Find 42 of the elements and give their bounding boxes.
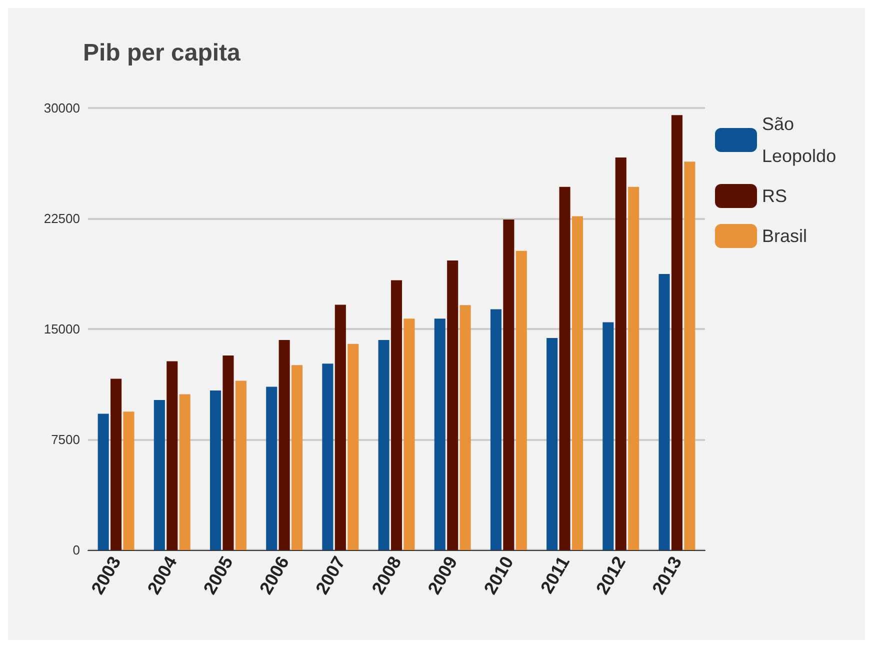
bar xyxy=(684,162,696,550)
bar xyxy=(490,309,502,550)
bar xyxy=(98,414,109,550)
legend-label: São Leopoldo xyxy=(762,114,836,166)
bar xyxy=(266,386,278,550)
bar xyxy=(503,220,514,550)
bar xyxy=(615,158,626,550)
bar xyxy=(516,250,527,550)
bar xyxy=(278,340,290,550)
bar xyxy=(559,186,570,550)
bar xyxy=(572,216,583,550)
y-tick-label: 15000 xyxy=(44,322,80,336)
bar xyxy=(447,260,458,550)
bar xyxy=(154,400,165,550)
y-tick-label: 30000 xyxy=(44,100,80,116)
y-tick-label: 7500 xyxy=(51,432,80,447)
bar xyxy=(292,365,303,550)
bar xyxy=(123,412,134,550)
bar xyxy=(110,378,122,550)
bar xyxy=(378,340,390,550)
bar xyxy=(602,322,614,550)
bar xyxy=(210,390,222,550)
bar xyxy=(404,318,415,550)
bar xyxy=(460,305,471,550)
bar xyxy=(166,361,178,550)
bar xyxy=(671,115,682,550)
legend-label: RS xyxy=(762,186,788,206)
bar xyxy=(434,318,446,550)
bar xyxy=(235,380,246,550)
y-tick-label: 0 xyxy=(72,542,80,558)
bar xyxy=(222,356,234,550)
legend-label: Brasil xyxy=(762,226,808,246)
chart-title: Pib per capita xyxy=(83,40,242,66)
bar xyxy=(322,364,334,550)
bar xyxy=(390,280,402,550)
bar xyxy=(179,394,190,550)
y-tick-label: 22500 xyxy=(44,211,80,226)
bar xyxy=(348,344,359,550)
bar xyxy=(628,186,640,550)
bar xyxy=(546,338,558,550)
bar xyxy=(658,274,670,550)
bar xyxy=(334,304,346,550)
